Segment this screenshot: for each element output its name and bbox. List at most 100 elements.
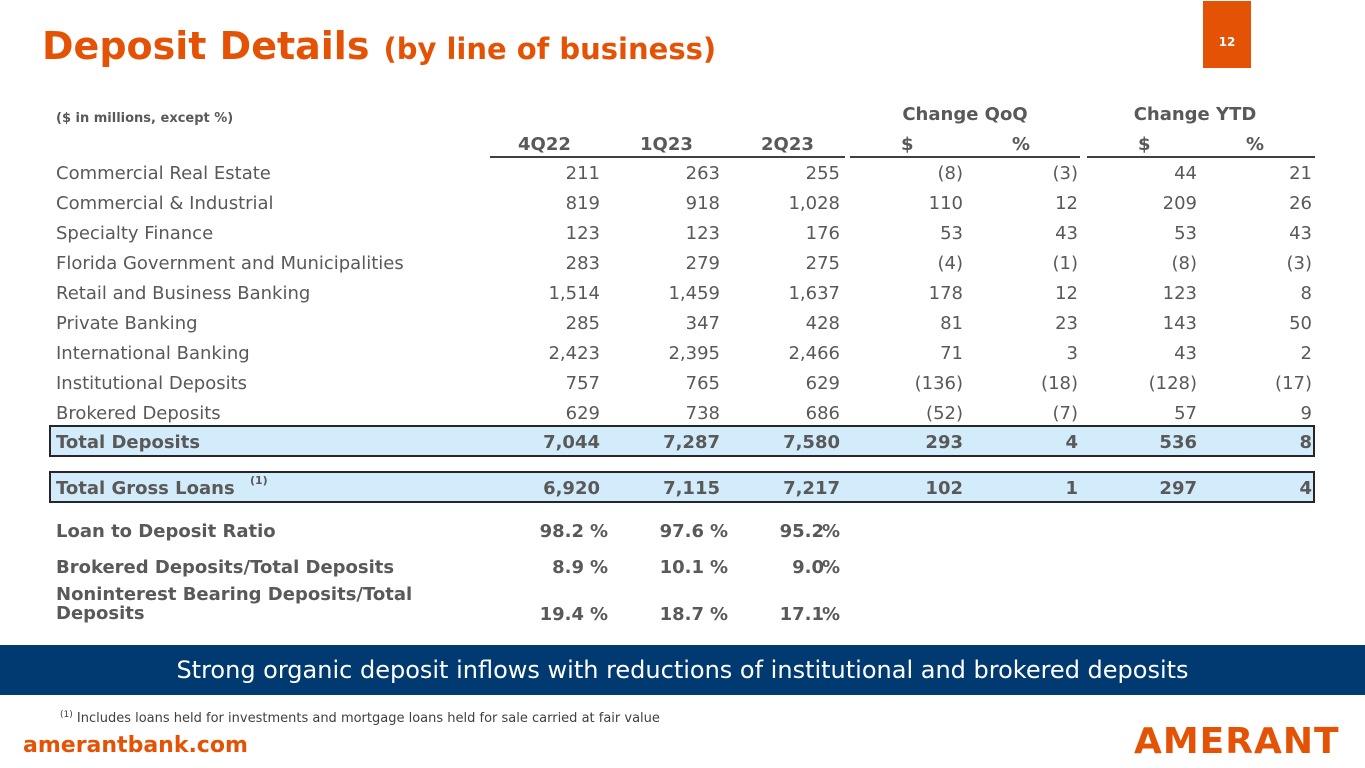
table-row-value: (3)	[1052, 163, 1079, 184]
ratio-label: Brokered Deposits/Total Deposits	[56, 557, 395, 578]
total-deposits-row-value: 536	[1159, 432, 1197, 453]
col-header-qoq-pct: %	[1012, 134, 1031, 155]
table-row-value: 1,637	[788, 283, 840, 304]
total-deposits-row-value: 4	[1065, 432, 1078, 453]
amerant-logo-text: AMERANT	[1134, 722, 1340, 756]
table-row-value: 1,459	[668, 283, 720, 304]
table-row-label: Commercial Real Estate	[56, 163, 271, 184]
website-link[interactable]: amerantbank.com	[23, 733, 248, 758]
col-header-qoq-dollar: $	[901, 134, 914, 155]
table-row-value: 123	[685, 223, 720, 244]
table-row-value: 211	[565, 163, 600, 184]
table-row-value: 347	[685, 313, 720, 334]
table-row-value: 123	[565, 223, 600, 244]
ratio-value: 10.1	[659, 557, 704, 578]
page-title: Deposit Details (by line of business)	[42, 24, 716, 68]
table-row-value: 8	[1300, 283, 1312, 304]
col-header-ytd-pct: %	[1246, 134, 1265, 155]
table-row-value: 53	[940, 223, 963, 244]
table-row-value: (7)	[1052, 403, 1079, 424]
total-loans-row-value: 7,115	[663, 478, 720, 499]
table-row-label: Commercial & Industrial	[56, 193, 274, 214]
title-sub: (by line of business)	[383, 32, 717, 66]
ratio-unit: %	[822, 557, 841, 578]
ratio-value: 95.2	[779, 521, 824, 542]
title-main: Deposit Details	[42, 24, 370, 68]
table-row-value: 918	[685, 193, 720, 214]
total-deposits-row-value: 7,287	[663, 432, 720, 453]
table-row-value: 176	[805, 223, 840, 244]
summary-banner: Strong organic deposit inflows with redu…	[0, 645, 1365, 695]
col-header-1q23: 1Q23	[640, 134, 693, 155]
total-loans-row-value: 102	[925, 478, 963, 499]
total-deposits-row-value: 8	[1299, 432, 1312, 453]
table-row-value: 110	[928, 193, 963, 214]
table-row-value: 2,466	[788, 343, 840, 364]
table-row-value: 23	[1055, 313, 1078, 334]
table-row-value: 1,514	[548, 283, 600, 304]
table-row-value: 738	[685, 403, 720, 424]
total-deposits-row-value: 293	[925, 432, 963, 453]
table-row-value: 53	[1174, 223, 1197, 244]
ratio-unit: %	[822, 604, 841, 625]
total-loans-row-value: 1	[1065, 478, 1078, 499]
col-header-2q23: 2Q23	[761, 134, 814, 155]
table-row-value: (8)	[937, 163, 964, 184]
ratio-value: 98.2	[539, 521, 584, 542]
page-number: 12	[1203, 1, 1251, 68]
table-row-value: 209	[1162, 193, 1197, 214]
ratio-label-line2: Deposits	[56, 603, 145, 624]
table-row-value: 43	[1174, 343, 1197, 364]
footnote-text: Includes loans held for investments and …	[76, 711, 660, 726]
group-header-qoq: Change QoQ	[902, 104, 1028, 125]
ratio-unit: %	[822, 521, 841, 542]
ratio-unit: %	[590, 521, 609, 542]
table-row-value: 2	[1300, 343, 1312, 364]
table-row-value: (3)	[1286, 253, 1313, 274]
units-note: ($ in millions, except %)	[56, 111, 234, 126]
table-row-value: (1)	[1052, 253, 1079, 274]
group-header-ytd: Change YTD	[1133, 104, 1257, 125]
table-row-value: 819	[565, 193, 600, 214]
table-row-value: 71	[940, 343, 963, 364]
table-row-value: (128)	[1148, 373, 1197, 394]
ratio-value: 18.7	[659, 604, 704, 625]
table-row-value: 9	[1300, 403, 1312, 424]
table-row-value: 279	[685, 253, 720, 274]
table-row-value: 2,423	[548, 343, 600, 364]
col-header-ytd-dollar: $	[1138, 134, 1151, 155]
table-row-value: 143	[1162, 313, 1197, 334]
total-deposits-row-label: Total Deposits	[56, 432, 201, 453]
table-row-value: 178	[928, 283, 963, 304]
total-loans-row-value: 6,920	[543, 478, 600, 499]
table-row-value: 12	[1055, 283, 1078, 304]
total-loans-row-value: 7,217	[783, 478, 840, 499]
total-loans-note-marker: (1)	[250, 474, 268, 487]
header-rule-qoq	[850, 156, 1080, 158]
table-row-value: (18)	[1041, 373, 1078, 394]
table-row-value: (17)	[1275, 373, 1312, 394]
table-row-label: Institutional Deposits	[56, 373, 248, 394]
ratio-unit: %	[590, 604, 609, 625]
ratio-value: 19.4	[539, 604, 584, 625]
table-row-value: 283	[565, 253, 600, 274]
table-row-value: (8)	[1171, 253, 1198, 274]
table-row-value: 43	[1055, 223, 1078, 244]
total-loans-row-label: Total Gross Loans	[56, 478, 235, 499]
table-row-value: (52)	[926, 403, 963, 424]
table-row-value: 629	[565, 403, 600, 424]
table-row-value: 255	[805, 163, 840, 184]
ratio-unit: %	[590, 557, 609, 578]
total-loans-row-value: 4	[1299, 478, 1312, 499]
table-row-value: 757	[565, 373, 600, 394]
table-row-value: 285	[565, 313, 600, 334]
table-row-value: 428	[805, 313, 840, 334]
total-deposits-highlight	[49, 425, 1315, 457]
table-row-value: 12	[1055, 193, 1078, 214]
header-rule-periods	[490, 156, 845, 158]
table-row-value: 2,395	[668, 343, 720, 364]
table-row-value: 123	[1162, 283, 1197, 304]
footnote: (1) Includes loans held for investments …	[60, 710, 660, 726]
total-loans-row-value: 297	[1159, 478, 1197, 499]
table-row-label: Florida Government and Municipalities	[56, 253, 404, 274]
